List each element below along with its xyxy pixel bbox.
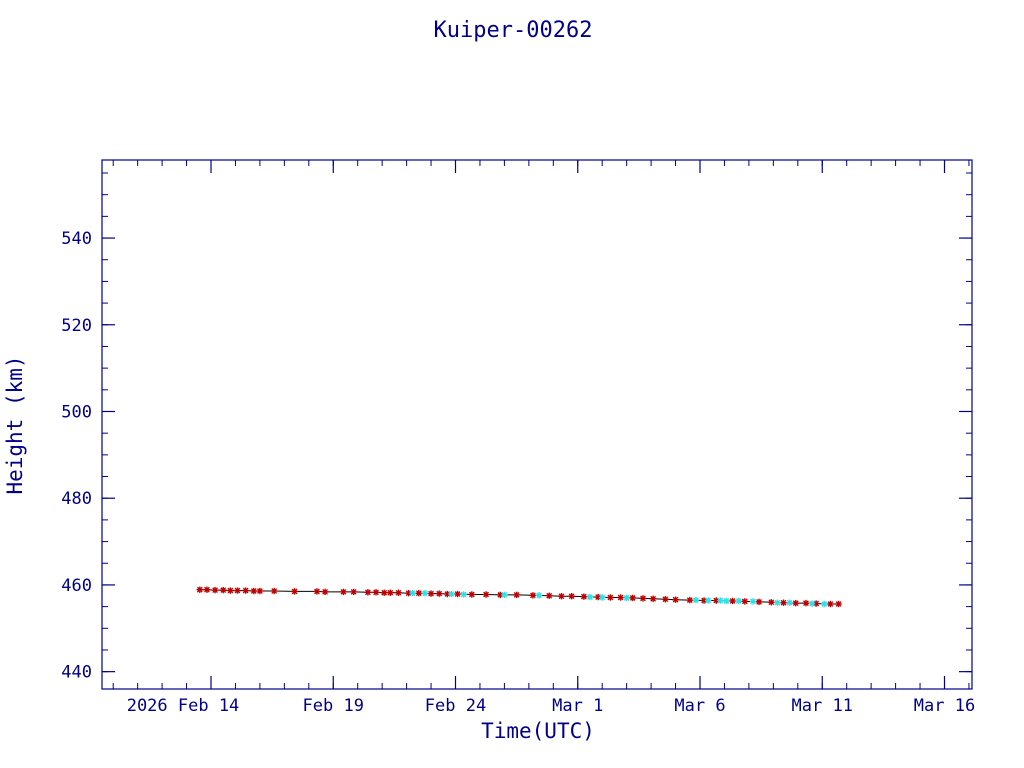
data-point-secondary [735,597,742,605]
x-tick-label: 2026 Feb 14 [127,696,240,716]
x-tick-label: Mar 11 [792,696,853,716]
y-tick-label: 440 [61,663,92,683]
data-point-primary [234,587,241,594]
plot-axes [101,159,973,690]
y-tick-label: 540 [61,229,92,249]
data-point-primary [211,586,219,594]
data-point-primary [196,586,203,593]
data-point-primary [629,594,636,602]
data-point-primary [387,589,394,596]
data-point-secondary [723,597,730,605]
data-point-secondary [598,594,606,601]
data-point-secondary [774,599,781,606]
chart-title: Kuiper-00262 [434,18,593,43]
data-point-primary [662,596,669,603]
data-point-secondary [749,598,757,605]
x-tick-label: Mar 16 [914,696,975,716]
data-point-secondary [460,591,467,598]
data-point-primary [482,591,490,598]
data-point-secondary [409,589,416,597]
data-point-primary [250,587,257,595]
data-point-primary [741,598,749,605]
data-point-primary [203,586,211,593]
data-point-primary [468,591,476,598]
data-point-secondary [692,596,700,604]
data-point-primary [568,593,575,600]
data-point-primary [395,589,402,596]
data-point-secondary [786,599,793,606]
data-point-primary [227,587,234,594]
y-tick-label: 500 [61,402,92,422]
data-point-primary [513,591,520,599]
data-point-secondary [623,594,630,602]
data-point-secondary [821,600,828,608]
data-point-primary [580,593,588,600]
data-point-primary [686,596,694,604]
data-point-primary [436,590,443,597]
data-point-primary [672,596,679,603]
data-point-primary [380,589,388,596]
x-tick-label: Feb 19 [303,696,364,716]
data-point-primary [729,597,736,605]
data-point-secondary [808,600,816,607]
plot-frame [101,159,973,690]
data-point-secondary [586,593,594,601]
data-point-primary [350,588,357,596]
y-tick-label: 480 [61,489,92,509]
data-point-primary [529,592,537,599]
data-point-primary [291,588,298,595]
data-point-secondary [717,597,724,604]
data-point-secondary [448,590,455,598]
data-point-primary [649,595,657,603]
data-point-primary [768,599,775,606]
data-point-primary [835,600,842,608]
data-point-primary [802,599,810,607]
data-point-primary [321,588,329,596]
data-markers [196,586,842,608]
data-point-primary [427,590,435,597]
data-point-primary [340,588,347,596]
data-point-primary [780,599,787,606]
data-point-primary [639,595,647,602]
data-point-primary [558,593,565,600]
data-point-primary [827,600,834,608]
data-point-primary [242,587,249,594]
x-tick-label: Mar 1 [552,696,603,716]
data-point-primary [755,598,763,606]
data-point-primary [607,594,614,601]
data-point-secondary [535,592,543,599]
data-point-primary [415,589,423,597]
data-point-primary [454,590,461,598]
x-axis-label: Time(UTC) [481,719,595,743]
data-point-secondary [704,597,712,604]
data-point-primary [220,586,227,594]
data-point-primary [617,594,624,601]
y-tick-label: 460 [61,576,92,596]
data-point-secondary [501,591,508,599]
data-point-primary [313,588,321,595]
data-point-secondary [421,589,429,597]
data-point-primary [546,592,553,599]
tick-labels: 2026 Feb 14 Feb 19 Feb 24 Mar 1 Mar 6 Mar 11 M… [61,229,975,716]
data-point-primary [792,599,799,607]
data-point-primary [270,587,278,595]
y-axis-label: Height (km) [3,355,27,494]
data-point-primary [372,589,380,596]
data-point-primary [364,589,372,596]
x-tick-label: Mar 6 [674,696,725,716]
data-point-primary [256,587,264,595]
x-tick-label: Feb 24 [425,696,486,716]
y-tick-label: 520 [61,316,92,336]
